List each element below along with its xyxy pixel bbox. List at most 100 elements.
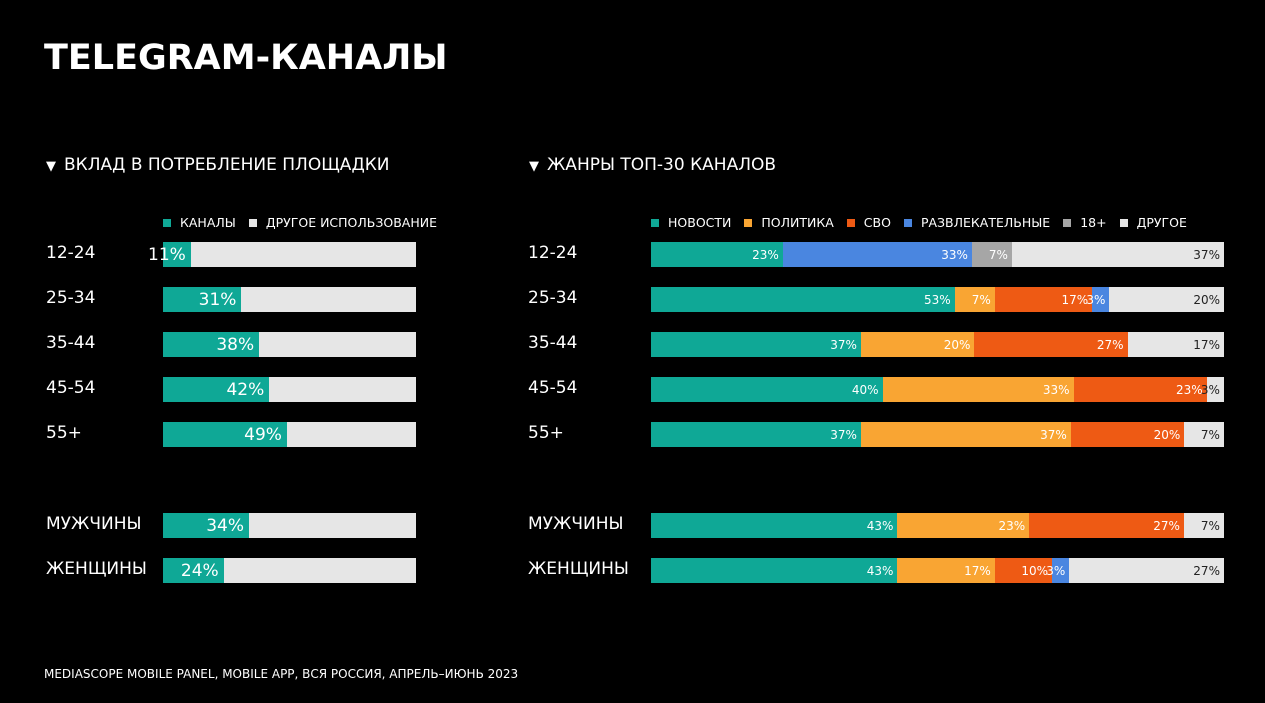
segment-value-label: 10% (1021, 563, 1049, 578)
right-legend-item: СВО (846, 215, 891, 230)
bar-segment: 27% (974, 332, 1128, 357)
segment-value-label: 3% (1086, 292, 1106, 307)
legend-label: ДРУГОЕ (1136, 215, 1187, 230)
segment-value-label: 33% (941, 247, 968, 262)
row-label: 35-44 (46, 333, 96, 353)
bar-segment: 27% (1069, 558, 1224, 583)
stacked-bar: 31% (163, 287, 416, 312)
segment-value-label: 7% (1200, 427, 1220, 442)
bar-segment: 17% (1127, 332, 1224, 357)
segment-value-label: 53% (924, 292, 951, 307)
stacked-bar: 42% (163, 377, 416, 402)
segment-value-label: 7% (1200, 518, 1220, 533)
triangle-down-icon: ▼ (529, 159, 539, 174)
legend-swatch (744, 218, 753, 227)
segment-value-label: 23% (752, 247, 779, 262)
segment-value-label: 33% (1042, 382, 1070, 397)
legend-swatch (1119, 218, 1128, 227)
bar-segment (223, 558, 416, 583)
segment-value-label: 37% (830, 337, 857, 352)
row-label: 55+ (528, 423, 564, 443)
bar-segment: 38% (163, 332, 260, 357)
bar-segment: 17% (994, 287, 1093, 312)
legend-swatch (846, 218, 855, 227)
segment-value-label: 27% (1096, 337, 1124, 352)
right-heading: ЖАНРЫ ТОП-30 КАНАЛОВ (547, 155, 777, 175)
bar-segment: 49% (163, 422, 287, 447)
segment-value-label: 23% (1175, 382, 1203, 397)
segment-value-label: 3% (1046, 563, 1066, 578)
row-label: 25-34 (46, 288, 96, 308)
segment-value-label: 20% (943, 337, 971, 352)
segment-value-label: 43% (866, 563, 894, 578)
row-label: 12-24 (528, 243, 578, 263)
segment-value-label: 37% (830, 427, 857, 442)
segment-value-label: 34% (206, 515, 245, 536)
stacked-bar: 43% 17% 10% 3% 27% (651, 558, 1224, 583)
row-label: 45-54 (528, 378, 578, 398)
segment-value-label: 24% (180, 560, 219, 581)
bar-segment (249, 513, 416, 538)
bar-segment: 37% (1011, 242, 1224, 267)
bar-segment: 37% (651, 422, 861, 447)
bar-segment: 53% (651, 287, 955, 312)
segment-value-label: 37% (1040, 427, 1067, 442)
bar-segment (269, 377, 416, 402)
bar-segment: 10% (994, 558, 1053, 583)
row-label: ЖЕНЩИНЫ (528, 559, 629, 579)
row-label: МУЖЧИНЫ (528, 514, 624, 534)
segment-value-label: 38% (216, 334, 255, 355)
segment-value-label: 7% (988, 247, 1008, 262)
row-label: МУЖЧИНЫ (46, 514, 142, 534)
bar-segment: 37% (860, 422, 1071, 447)
legend-label: 18+ (1080, 215, 1107, 230)
legend-swatch (248, 218, 257, 227)
stacked-bar: 23% 33% 7% 37% (651, 242, 1224, 267)
legend-swatch (163, 218, 171, 227)
segment-value-label: 42% (226, 379, 265, 400)
bar-segment: 40% (651, 377, 883, 402)
segment-value-label: 17% (1061, 292, 1089, 307)
segment-value-label: 27% (1153, 518, 1180, 533)
bar-segment: 43% (651, 558, 898, 583)
right-legend: НОВОСТИ ПОЛИТИКА СВО РАЗВЛЕКАТЕЛЬНЫЕ 18+ ДРУГ… (651, 215, 1200, 230)
segment-value-label: 17% (964, 563, 991, 578)
legend-label: НОВОСТИ (668, 215, 732, 230)
legend-label: КАНАЛЫ (180, 215, 236, 230)
segment-value-label: 27% (1193, 563, 1220, 578)
segment-value-label: 20% (1153, 427, 1181, 442)
row-label: 35-44 (528, 333, 578, 353)
right-legend-item: НОВОСТИ (651, 215, 731, 230)
stacked-bar: 24% (163, 558, 416, 583)
page-title: TELEGRAM-КАНАЛЫ (44, 38, 448, 78)
bar-segment: 34% (163, 513, 250, 538)
row-label: ЖЕНЩИНЫ (46, 559, 147, 579)
bar-segment (241, 287, 416, 312)
segment-value-label: 49% (244, 424, 282, 445)
segment-value-label: 37% (1193, 247, 1220, 262)
right-legend-item: ДРУГОЕ (1119, 215, 1187, 230)
legend-swatch (903, 218, 912, 227)
bar-segment: 7% (1184, 422, 1224, 447)
legend-label: ПОЛИТИКА (761, 215, 834, 230)
bar-segment: 23% (1073, 377, 1207, 402)
stacked-bar: 53% 7% 17% 3% 20% (651, 287, 1224, 312)
source-note: MEDIASCOPE MOBILE PANEL, MOBILE APP, ВСЯ… (44, 667, 519, 681)
bar-segment: 3% (1201, 377, 1224, 402)
bar-segment: 23% (897, 513, 1030, 538)
bar-segment: 11% (148, 242, 191, 267)
bar-segment (286, 422, 416, 447)
bar-segment (190, 242, 416, 267)
left-legend-item: ДРУГОЕ ИСПОЛЬЗОВАНИЕ (248, 215, 437, 230)
segment-value-label: 20% (1193, 292, 1220, 307)
bar-segment: 7% (1183, 513, 1224, 538)
segment-value-label: 43% (866, 518, 894, 533)
bar-segment: 43% (651, 513, 898, 538)
segment-value-label: 3% (1200, 382, 1220, 397)
left-legend: КАНАЛЫ ДРУГОЕ ИСПОЛЬЗОВАНИЕ (163, 215, 450, 230)
stacked-bar: 40% 33% 23% 3% (651, 377, 1224, 402)
left-legend-item: КАНАЛЫ (163, 215, 236, 230)
left-heading: ВКЛАД В ПОТРЕБЛЕНИЕ ПЛОЩАДКИ (64, 155, 390, 175)
segment-value-label: 31% (198, 289, 237, 310)
segment-value-label: 40% (851, 382, 879, 397)
